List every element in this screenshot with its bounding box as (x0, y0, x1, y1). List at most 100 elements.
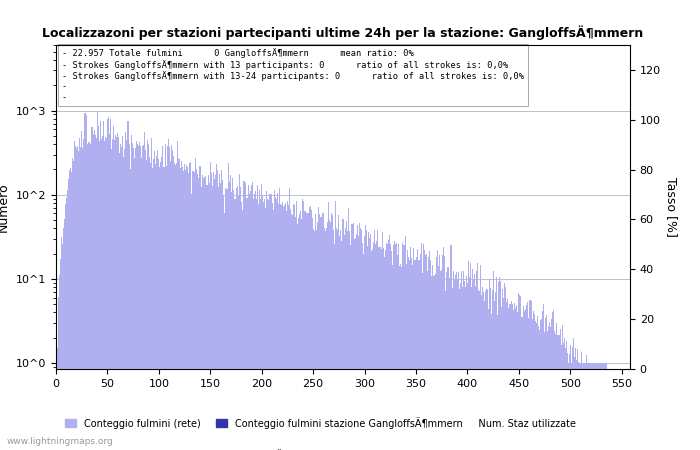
Bar (386, 243, 388, 450)
Bar (167, 139, 169, 450)
Bar (398, 244, 399, 450)
Bar (175, 165, 176, 450)
Bar (358, 236, 359, 450)
Bar (454, 275, 456, 450)
Bar (149, 157, 150, 450)
Bar (526, 302, 528, 450)
Bar (169, 162, 171, 450)
Bar (556, 323, 557, 450)
Bar (289, 188, 290, 450)
Bar (138, 146, 139, 450)
Bar (465, 287, 466, 450)
Bar (497, 315, 498, 450)
Bar (395, 244, 396, 450)
Bar (324, 228, 325, 450)
Bar (552, 311, 554, 450)
Bar (140, 146, 141, 450)
Bar (280, 204, 281, 450)
Bar (373, 243, 374, 450)
Bar (418, 260, 419, 450)
Bar (412, 265, 414, 450)
Bar (232, 178, 233, 450)
Bar (333, 230, 335, 450)
Bar (512, 304, 513, 450)
Bar (401, 267, 402, 450)
Bar (63, 228, 64, 450)
Bar (532, 319, 533, 450)
Bar (160, 162, 162, 450)
Bar (86, 115, 88, 450)
Bar (185, 170, 186, 450)
Bar (438, 266, 439, 450)
Bar (469, 277, 470, 450)
Bar (166, 166, 167, 450)
Bar (606, 363, 607, 450)
Bar (514, 302, 515, 450)
Bar (61, 238, 62, 450)
Bar (359, 223, 360, 450)
Bar (372, 249, 373, 450)
Bar (88, 142, 90, 450)
Bar (329, 220, 330, 450)
Bar (80, 147, 81, 450)
Bar (189, 162, 190, 450)
Bar (102, 135, 103, 450)
Bar (444, 256, 445, 450)
Bar (538, 326, 539, 450)
Bar (284, 205, 285, 450)
Bar (534, 314, 535, 450)
Bar (451, 245, 452, 450)
Bar (573, 338, 574, 450)
Bar (84, 113, 85, 450)
Bar (253, 199, 254, 450)
Bar (501, 307, 502, 450)
Bar (371, 251, 372, 450)
Bar (487, 309, 489, 450)
Bar (499, 277, 500, 450)
Bar (181, 161, 182, 450)
Y-axis label: Tasso [%]: Tasso [%] (664, 177, 678, 237)
Bar (141, 158, 142, 450)
Bar (60, 259, 61, 450)
Bar (447, 266, 449, 450)
Bar (110, 119, 111, 450)
Bar (177, 141, 178, 450)
Bar (536, 323, 537, 450)
Bar (475, 286, 476, 450)
Bar (125, 131, 127, 450)
Bar (519, 295, 520, 450)
Bar (404, 246, 405, 450)
Bar (113, 126, 114, 450)
Bar (363, 254, 364, 450)
Bar (544, 332, 545, 450)
Bar (190, 162, 191, 450)
Bar (221, 171, 222, 450)
Bar (403, 245, 404, 450)
Bar (235, 189, 237, 450)
Bar (222, 180, 223, 450)
Bar (539, 330, 540, 450)
Bar (362, 243, 363, 450)
Bar (502, 289, 503, 450)
Bar (292, 215, 293, 450)
Bar (225, 188, 226, 450)
Bar (545, 318, 546, 450)
Bar (370, 234, 371, 450)
Bar (394, 241, 395, 450)
Bar (144, 132, 145, 450)
Bar (379, 247, 381, 450)
Bar (193, 171, 195, 450)
Bar (336, 229, 337, 450)
Bar (580, 363, 581, 450)
Bar (311, 210, 312, 450)
Bar (565, 348, 566, 450)
Bar (557, 335, 559, 450)
Bar (77, 146, 78, 450)
Bar (484, 301, 486, 450)
Bar (389, 235, 390, 450)
Bar (286, 211, 287, 450)
Bar (298, 218, 300, 450)
Bar (530, 300, 531, 450)
Bar (577, 350, 578, 450)
Bar (85, 113, 86, 450)
